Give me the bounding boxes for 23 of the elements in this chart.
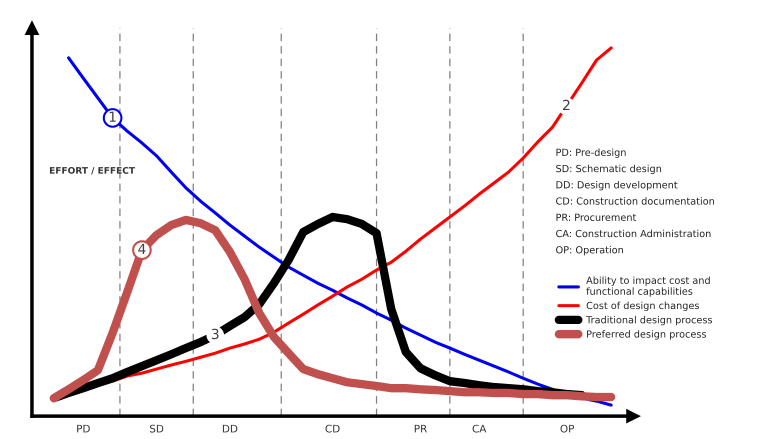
x-tick-label: PR (414, 424, 427, 432)
x-tick-label: PD (77, 424, 90, 432)
annotation: CD: Construction documentation (556, 197, 714, 205)
x-tick-label: DD (222, 424, 238, 432)
legend-label: Ability to impact cost and functional capabilities (586, 276, 710, 297)
annotation: PD: Pre-design (556, 148, 626, 158)
annotation: CA: Construction Administration (556, 230, 710, 238)
x-tick-label: CA (472, 424, 486, 433)
x-tick-label: SD (150, 424, 164, 433)
annotation: 4 (138, 244, 146, 254)
legend-label: Cost of design changes (586, 302, 699, 312)
x-tick-label: CD (325, 424, 340, 433)
annotation: PR: Procurement (556, 214, 636, 221)
legend-label: Preferred design process (587, 330, 706, 340)
annotation: DD: Design development (556, 180, 678, 190)
legend-label: Traditional design process (586, 316, 712, 326)
annotation: SD: Schematic design (556, 164, 662, 174)
x-tick-label: OP (560, 424, 574, 433)
annotation: 1 (110, 112, 116, 122)
annotation: 3 (212, 328, 219, 340)
annotation: OP: Operation (556, 246, 623, 256)
y-axis-title: EFFORT / EFFECT (50, 166, 135, 175)
annotation: 2 (563, 100, 570, 110)
